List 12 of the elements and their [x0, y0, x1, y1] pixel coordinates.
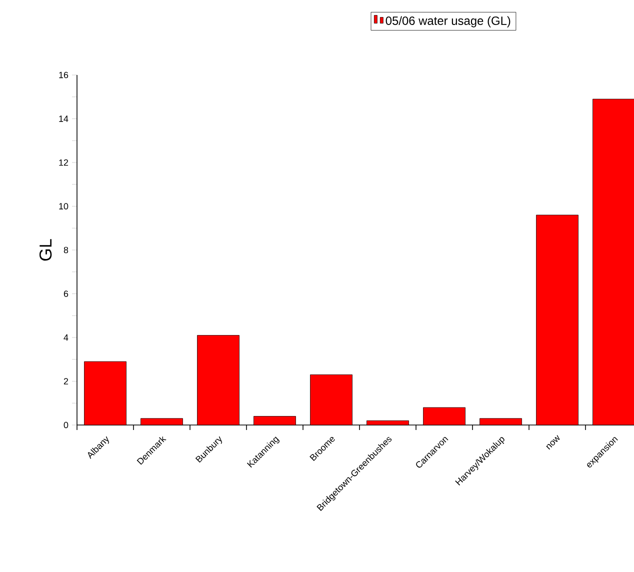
- y-tick-label: 14: [59, 116, 68, 122]
- y-tick-label: 10: [59, 203, 68, 210]
- y-tick-label: 4: [64, 334, 68, 341]
- y-tick-label: 0: [64, 422, 68, 428]
- y-tick-label: 8: [64, 246, 68, 254]
- y-tick-label: 6: [64, 290, 68, 297]
- y-tick-label: 2: [64, 378, 68, 384]
- y-tick-label: 16: [59, 72, 68, 78]
- legend-label: 05/06 water usage (GL): [386, 16, 510, 28]
- y-tick-label: 12: [59, 159, 68, 166]
- x-tick-label: now: [546, 435, 560, 450]
- y-axis-title: GL: [39, 239, 52, 261]
